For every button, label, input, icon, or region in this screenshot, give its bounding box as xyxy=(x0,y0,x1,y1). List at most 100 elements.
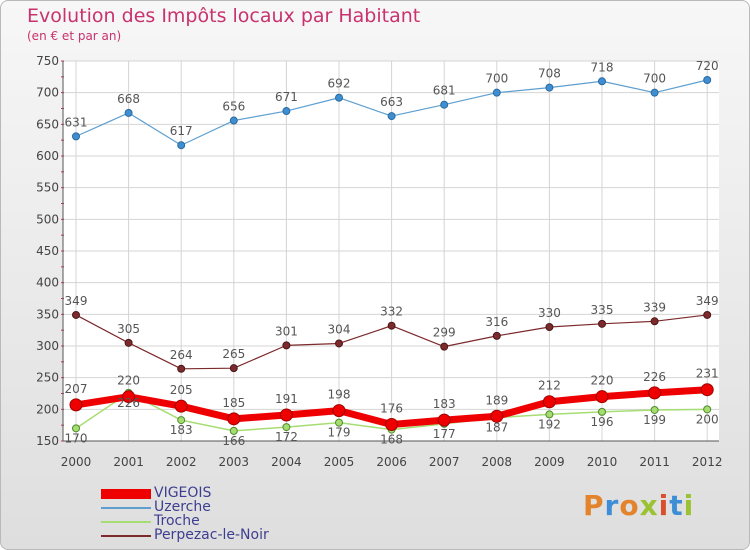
chart-legend: VIGEOIS Uzerche Troche Perpezac-le-Noir xyxy=(101,485,361,543)
data-label-vigeois: 226 xyxy=(643,370,666,384)
legend-swatch xyxy=(101,489,151,499)
data-label-troche: 196 xyxy=(591,415,614,429)
data-point-perpezac-le-noir xyxy=(229,364,238,373)
data-label-perpezac-le-noir: 265 xyxy=(222,347,245,361)
y-tick-label: 250 xyxy=(36,371,59,385)
data-label-troche: 199 xyxy=(643,413,666,427)
data-point-uzerche xyxy=(387,112,396,121)
data-point-troche xyxy=(177,416,186,425)
data-point-troche xyxy=(282,423,291,432)
y-tick-label: 550 xyxy=(36,181,59,195)
data-label-perpezac-le-noir: 305 xyxy=(117,322,140,336)
data-point-perpezac-le-noir xyxy=(598,319,606,328)
data-point-troche xyxy=(545,410,554,419)
chart-subtitle: (en € et par an) xyxy=(27,29,122,43)
legend-swatch xyxy=(101,521,151,523)
data-point-troche xyxy=(650,405,659,414)
chart-title: Evolution des Impôts locaux par Habitant xyxy=(27,5,421,27)
data-point-troche xyxy=(598,407,606,416)
data-point-vigeois xyxy=(174,399,188,413)
data-point-uzerche xyxy=(703,76,712,84)
data-point-perpezac-le-noir xyxy=(440,342,449,351)
y-tick-label: 500 xyxy=(36,212,59,226)
data-label-uzerche: 681 xyxy=(433,84,456,98)
y-tick-label: 600 xyxy=(36,149,59,163)
data-label-uzerche: 700 xyxy=(485,72,508,86)
data-point-perpezac-le-noir xyxy=(545,323,554,331)
data-label-vigeois: 231 xyxy=(696,367,719,381)
data-label-vigeois: 220 xyxy=(591,374,614,388)
data-label-vigeois: 205 xyxy=(170,383,193,397)
data-label-vigeois: 185 xyxy=(222,396,245,410)
data-label-uzerche: 668 xyxy=(117,92,140,106)
data-point-perpezac-le-noir xyxy=(387,321,396,330)
data-label-perpezac-le-noir: 335 xyxy=(591,303,614,317)
legend-label: VIGEOIS xyxy=(154,485,212,501)
data-point-uzerche xyxy=(229,116,238,125)
x-tick-label: 2004 xyxy=(271,455,302,469)
x-tick-label: 2005 xyxy=(324,455,355,469)
data-label-troche: 179 xyxy=(328,426,351,440)
data-point-vigeois xyxy=(69,398,83,412)
x-tick-label: 2001 xyxy=(113,455,144,469)
data-point-perpezac-le-noir xyxy=(72,310,80,319)
data-point-troche xyxy=(703,405,712,414)
data-point-vigeois xyxy=(700,383,714,397)
data-label-uzerche: 718 xyxy=(591,60,614,74)
data-point-perpezac-le-noir xyxy=(335,339,343,348)
data-point-vigeois xyxy=(595,390,609,404)
data-label-vigeois: 183 xyxy=(433,397,456,411)
data-label-troche: 172 xyxy=(275,430,298,444)
data-label-vigeois: 212 xyxy=(538,379,561,393)
data-label-vigeois: 176 xyxy=(380,402,403,416)
data-label-perpezac-le-noir: 316 xyxy=(485,315,508,329)
data-point-troche xyxy=(335,418,343,427)
data-label-perpezac-le-noir: 304 xyxy=(328,322,351,336)
y-tick-label: 350 xyxy=(36,307,59,321)
x-tick-label: 2003 xyxy=(219,455,250,469)
data-point-vigeois xyxy=(332,404,346,418)
data-label-vigeois: 207 xyxy=(65,382,88,396)
y-tick-label: 700 xyxy=(36,86,59,100)
data-label-uzerche: 663 xyxy=(380,95,403,109)
data-point-perpezac-le-noir xyxy=(177,364,186,373)
data-label-troche: 187 xyxy=(485,421,508,435)
data-label-perpezac-le-noir: 299 xyxy=(433,326,456,340)
x-tick-label: 2007 xyxy=(429,455,460,469)
data-point-troche xyxy=(72,424,80,433)
legend-item: Troche xyxy=(101,513,361,529)
data-label-uzerche: 656 xyxy=(222,100,245,114)
data-label-troche: 226 xyxy=(117,396,140,410)
y-tick-label: 150 xyxy=(36,434,59,448)
x-tick-label: 2008 xyxy=(482,455,513,469)
data-point-vigeois xyxy=(542,395,556,409)
data-point-uzerche xyxy=(177,141,186,150)
x-tick-label: 2006 xyxy=(376,455,407,469)
data-label-uzerche: 631 xyxy=(65,115,88,129)
data-point-uzerche xyxy=(72,132,80,141)
data-label-perpezac-le-noir: 264 xyxy=(170,348,193,362)
data-label-uzerche: 708 xyxy=(538,67,561,81)
y-tick-label: 450 xyxy=(36,244,59,258)
legend-swatch xyxy=(101,507,151,509)
x-tick-label: 2009 xyxy=(534,455,565,469)
data-label-troche: 166 xyxy=(222,434,245,448)
data-label-troche: 192 xyxy=(538,417,561,431)
data-point-vigeois xyxy=(490,409,504,423)
data-point-uzerche xyxy=(650,88,659,97)
data-point-perpezac-le-noir xyxy=(124,338,133,347)
x-tick-label: 2002 xyxy=(166,455,197,469)
data-label-vigeois: 198 xyxy=(328,388,351,402)
data-label-uzerche: 692 xyxy=(328,77,351,91)
data-point-vigeois xyxy=(648,386,662,400)
data-point-uzerche xyxy=(282,107,291,116)
data-label-uzerche: 671 xyxy=(275,90,298,104)
data-label-perpezac-le-noir: 332 xyxy=(380,305,403,319)
data-point-uzerche xyxy=(335,93,343,102)
data-point-vigeois xyxy=(385,418,399,432)
data-point-perpezac-le-noir xyxy=(650,317,659,326)
legend-item: Uzerche xyxy=(101,499,361,515)
x-tick-label: 2000 xyxy=(61,455,92,469)
